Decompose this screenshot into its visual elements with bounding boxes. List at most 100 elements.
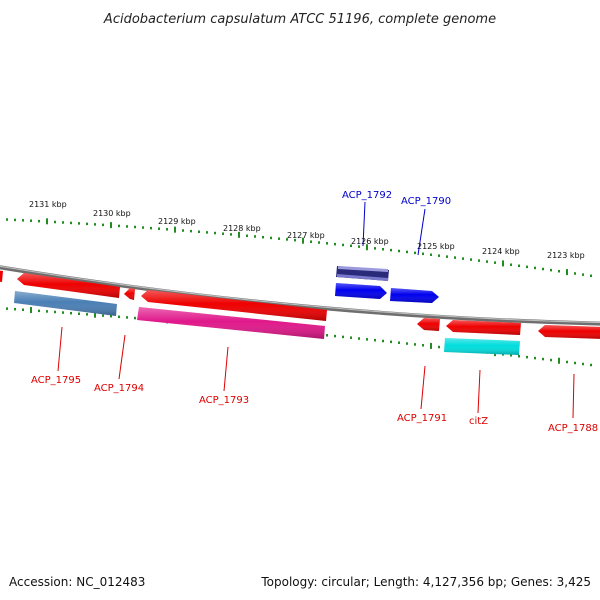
tick-label-2131: 2131 kbp bbox=[29, 200, 67, 209]
minor-tick bbox=[126, 225, 128, 228]
gene-label-acp-1788[interactable]: ACP_1788 bbox=[548, 423, 598, 434]
gene-label-acp-1792[interactable]: ACP_1792 bbox=[342, 190, 392, 201]
minor-tick bbox=[126, 316, 128, 319]
minor-tick bbox=[190, 229, 192, 233]
minor-tick bbox=[558, 269, 560, 273]
minor-tick bbox=[574, 272, 576, 275]
minor-tick bbox=[166, 228, 168, 231]
tick-label-2127: 2127 kbp bbox=[287, 231, 325, 240]
minor-tick bbox=[350, 244, 352, 248]
gene-arrow-acp-1793[interactable] bbox=[137, 307, 325, 339]
leader-line-acp-1788 bbox=[572, 373, 575, 419]
minor-tick bbox=[118, 224, 120, 228]
minor-tick bbox=[254, 235, 256, 238]
minor-tick bbox=[518, 264, 520, 268]
gene-arrow-citz[interactable] bbox=[444, 338, 520, 355]
gene-label-acp-1794[interactable]: ACP_1794 bbox=[94, 383, 144, 394]
gene-label-citz[interactable]: citZ bbox=[469, 416, 488, 427]
gene-label-acp-1793[interactable]: ACP_1793 bbox=[199, 395, 249, 406]
minor-tick bbox=[334, 334, 336, 338]
minor-tick bbox=[518, 354, 520, 358]
tick-label-2128: 2128 kbp bbox=[223, 224, 261, 233]
minor-tick bbox=[118, 315, 120, 319]
tick-label-2125: 2125 kbp bbox=[417, 242, 455, 251]
genome-backbone bbox=[0, 265, 600, 326]
minor-tick bbox=[478, 259, 480, 262]
leader-line-acp-1794 bbox=[118, 334, 126, 380]
minor-tick bbox=[374, 338, 376, 342]
minor-tick bbox=[470, 258, 472, 261]
minor-tick bbox=[294, 238, 296, 242]
minor-tick bbox=[398, 249, 400, 253]
gene-arrow-acp-1792[interactable] bbox=[336, 266, 389, 281]
minor-tick bbox=[534, 356, 536, 360]
major-tick bbox=[94, 311, 96, 318]
minor-tick bbox=[582, 273, 584, 276]
accession-text: Accession: NC_012483 bbox=[9, 575, 145, 589]
minor-tick bbox=[542, 267, 544, 271]
tick-label-2130: 2130 kbp bbox=[93, 209, 131, 218]
minor-tick bbox=[422, 344, 424, 347]
minor-tick bbox=[14, 218, 16, 222]
minor-tick bbox=[278, 237, 280, 240]
gene-label-acp-1790[interactable]: ACP_1790 bbox=[401, 196, 451, 207]
minor-tick bbox=[342, 243, 344, 247]
minor-tick bbox=[526, 265, 528, 269]
minor-tick bbox=[246, 234, 248, 238]
gene-label-acp-1791[interactable]: ACP_1791 bbox=[397, 413, 447, 424]
map-title: Acidobacterium capsulatum ATCC 51196, co… bbox=[103, 12, 496, 27]
minor-tick bbox=[262, 235, 264, 239]
minor-tick bbox=[510, 263, 512, 266]
major-tick bbox=[30, 307, 32, 314]
minor-tick bbox=[14, 307, 16, 311]
minor-tick bbox=[22, 219, 24, 222]
leader-line-acp-1791 bbox=[420, 365, 426, 410]
minor-tick bbox=[86, 222, 88, 226]
minor-tick bbox=[414, 251, 416, 255]
minor-tick bbox=[358, 337, 360, 340]
minor-tick bbox=[438, 345, 440, 349]
gene-arrow-acp-1795[interactable] bbox=[14, 291, 117, 316]
gene-label-acp-1795[interactable]: ACP_1795 bbox=[31, 375, 81, 386]
minor-tick bbox=[438, 254, 440, 257]
tick-labels: 2131 kbp 2130 kbp 2129 kbp 2128 kbp 2127… bbox=[29, 200, 585, 260]
gene-arrow-acp-1788[interactable] bbox=[538, 325, 600, 339]
minor-tick bbox=[182, 229, 184, 232]
minor-tick bbox=[230, 233, 232, 236]
gene-arrow-acp-1790[interactable] bbox=[390, 288, 439, 303]
gene-arrow[interactable] bbox=[141, 290, 327, 321]
minor-tick bbox=[318, 241, 320, 244]
minor-tick bbox=[86, 313, 88, 316]
minor-tick bbox=[374, 247, 376, 250]
minor-tick bbox=[70, 221, 72, 225]
tick-label-2124: 2124 kbp bbox=[482, 247, 520, 256]
gene-arrow-acp-1794[interactable] bbox=[124, 288, 135, 300]
gene-arrow-acp-1791[interactable] bbox=[417, 318, 440, 331]
minor-tick bbox=[270, 236, 272, 240]
genome-backbone-highlight bbox=[0, 265, 600, 324]
gene-arrow[interactable] bbox=[17, 273, 120, 298]
minor-tick bbox=[366, 338, 368, 341]
gene-arrow-partial-left[interactable] bbox=[0, 270, 3, 282]
minor-tick bbox=[142, 226, 144, 229]
tick-label-2126: 2126 kbp bbox=[351, 237, 389, 246]
minor-tick bbox=[54, 310, 56, 314]
leader-line-acp-1795 bbox=[57, 326, 63, 372]
major-tick bbox=[430, 342, 432, 349]
minor-tick bbox=[134, 225, 136, 229]
minor-tick bbox=[38, 309, 40, 313]
minor-tick bbox=[150, 226, 152, 230]
minor-tick bbox=[286, 238, 288, 241]
minor-tick bbox=[382, 339, 384, 343]
major-tick bbox=[502, 260, 504, 267]
minor-tick bbox=[222, 232, 224, 235]
minor-tick bbox=[326, 242, 328, 245]
gene-arrow[interactable] bbox=[446, 320, 521, 335]
minor-tick bbox=[390, 248, 392, 252]
minor-tick bbox=[550, 268, 552, 272]
minor-tick bbox=[534, 266, 536, 270]
minor-tick bbox=[310, 240, 312, 243]
minor-tick bbox=[30, 219, 32, 222]
gene-arrow[interactable] bbox=[335, 283, 387, 299]
